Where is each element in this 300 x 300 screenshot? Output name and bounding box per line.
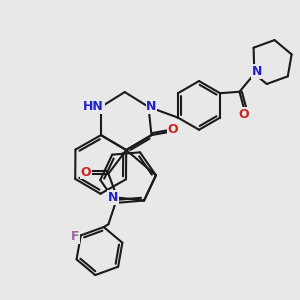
Text: O: O <box>168 123 178 136</box>
Text: N: N <box>108 191 118 204</box>
Text: F: F <box>71 230 80 243</box>
Text: O: O <box>238 107 249 121</box>
Text: HN: HN <box>83 100 104 113</box>
Text: N: N <box>146 100 157 113</box>
Text: N: N <box>251 65 262 78</box>
Text: O: O <box>81 166 92 179</box>
